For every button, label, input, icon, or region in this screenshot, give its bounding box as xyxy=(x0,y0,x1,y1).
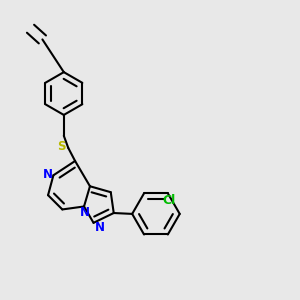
Text: Cl: Cl xyxy=(163,194,176,207)
Text: S: S xyxy=(58,140,66,153)
Text: N: N xyxy=(43,168,52,181)
Text: N: N xyxy=(95,221,105,234)
Text: N: N xyxy=(80,206,90,219)
